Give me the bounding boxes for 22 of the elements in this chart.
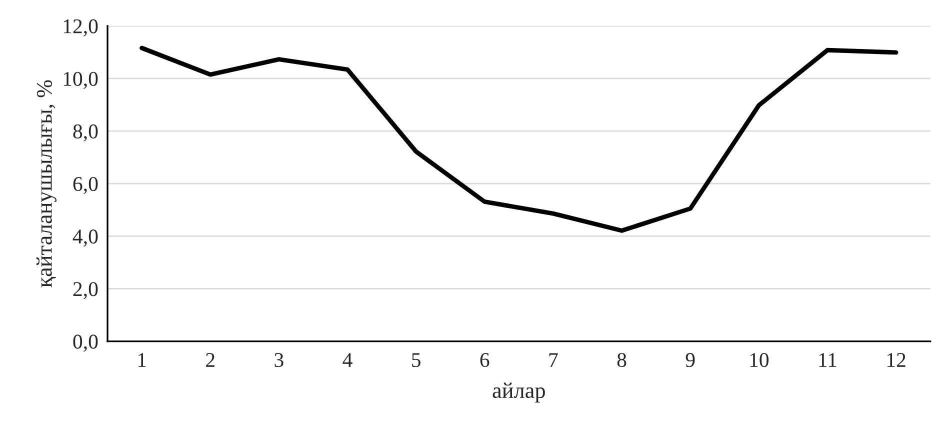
x-tick-label: 5 — [412, 353, 420, 368]
y-tick-label: 4,0 — [72, 230, 98, 247]
x-axis-title: айлар — [492, 382, 545, 403]
line-series — [140, 46, 898, 233]
x-tick-label: 4 — [342, 353, 352, 367]
y-tick-label: 12,0 — [64, 19, 98, 36]
x-tick-label: 7 — [549, 353, 558, 367]
x-tick-label: 10 — [750, 352, 769, 368]
x-tick-label: 2 — [206, 353, 214, 367]
y-tick-label: 6,0 — [73, 176, 98, 194]
y-tick-label: 2,0 — [73, 282, 98, 300]
x-tick-label: 3 — [274, 353, 284, 368]
x-tick-label: 6 — [480, 353, 490, 368]
y-tick-label: 8,0 — [73, 124, 98, 142]
y-tick-label: 10,0 — [64, 72, 98, 89]
x-tick-label: 1 — [138, 353, 146, 367]
x-tick-label: 11 — [819, 353, 836, 367]
y-axis-title: қайталанушылығы, % — [36, 80, 56, 288]
x-tick-label: 8 — [617, 352, 626, 368]
x-tick-label: 12 — [887, 353, 906, 367]
x-tick-label: 9 — [686, 353, 695, 368]
y-tick-label: 0,0 — [73, 334, 98, 352]
